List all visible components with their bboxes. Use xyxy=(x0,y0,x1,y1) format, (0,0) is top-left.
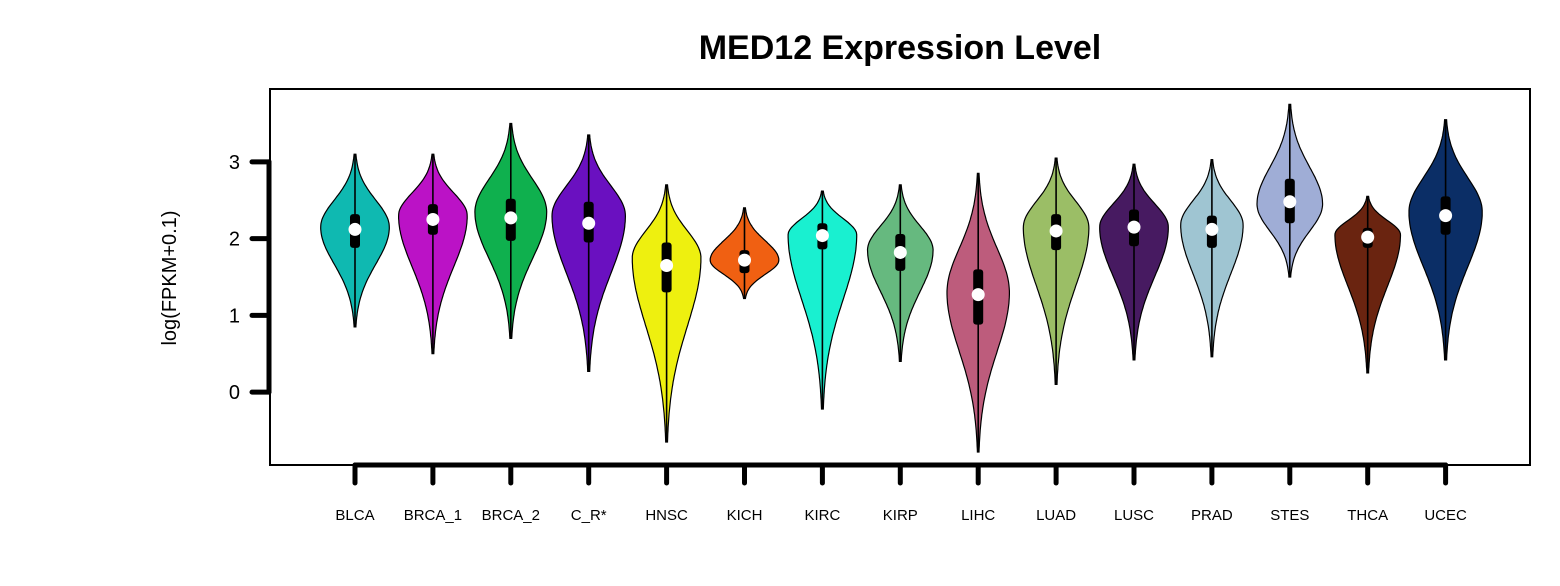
violin-brca-1 xyxy=(398,153,468,355)
violin-median-dot xyxy=(1283,195,1297,209)
violin-prad xyxy=(1180,159,1244,358)
x-tick-label: HNSC xyxy=(645,507,688,524)
x-tick-label: THCA xyxy=(1347,507,1388,524)
violin-median-dot xyxy=(738,253,751,267)
x-axis: BLCA BRCA_1 BRCA_2 C_R* HNSC KICH KIRC KIRP LIHC… xyxy=(335,462,1467,524)
violin-brca-2 xyxy=(474,122,548,339)
y-tick-label: 3 xyxy=(229,152,240,174)
y-axis-label: log(FPKM+0.1) xyxy=(159,210,181,345)
y-axis: 0 1 2 3 xyxy=(229,152,272,404)
y-tick-label: 0 xyxy=(229,382,240,404)
y-tick-label: 1 xyxy=(229,305,240,327)
violin-lusc xyxy=(1099,163,1169,361)
violin-stes xyxy=(1256,103,1324,278)
violin-median-dot xyxy=(893,245,907,259)
violin-blca xyxy=(320,153,390,328)
violin-median-dot xyxy=(1049,224,1063,238)
violin-median-dot xyxy=(504,211,518,225)
violin-luad xyxy=(1022,157,1090,385)
x-tick-label: PRAD xyxy=(1191,507,1233,524)
violin-hnsc xyxy=(631,184,702,443)
violin-median-dot xyxy=(1361,230,1375,244)
violin-median-dot xyxy=(660,258,674,272)
violin-median-dot xyxy=(1205,222,1219,236)
x-tick-label: BRCA_2 xyxy=(482,507,540,524)
x-tick-label: KIRC xyxy=(804,507,840,524)
violin-median-dot xyxy=(348,222,362,236)
x-tick-label: KICH xyxy=(727,507,763,524)
violin-median-dot xyxy=(1127,220,1141,234)
x-tick-label: LUAD xyxy=(1036,507,1076,524)
y-tick-label: 2 xyxy=(229,229,240,251)
violin-kirp xyxy=(866,184,934,362)
violin-median-dot xyxy=(971,288,985,302)
chart-title: MED12 Expression Level xyxy=(699,29,1102,67)
x-tick-label: BRCA_1 xyxy=(404,507,462,524)
violin-median-dot xyxy=(582,216,596,230)
x-tick-label: BLCA xyxy=(335,507,374,524)
x-tick-label: LUSC xyxy=(1114,507,1154,524)
violin-c-r- xyxy=(551,134,627,372)
x-tick-label: STES xyxy=(1270,507,1309,524)
violin-lihc xyxy=(946,172,1010,453)
x-tick-label: KIRP xyxy=(883,507,918,524)
violins xyxy=(320,103,1483,453)
violin-kich xyxy=(709,207,780,300)
x-tick-label: UCEC xyxy=(1424,507,1467,524)
violin-ucec xyxy=(1408,119,1483,361)
violin-median-dot xyxy=(815,229,829,243)
x-tick-label: LIHC xyxy=(961,507,995,524)
violin-kirc xyxy=(787,190,858,410)
violin-median-dot xyxy=(1439,209,1453,223)
violin-thca xyxy=(1334,195,1402,374)
violin-median-dot xyxy=(426,212,440,226)
x-tick-label: C_R* xyxy=(571,507,607,524)
